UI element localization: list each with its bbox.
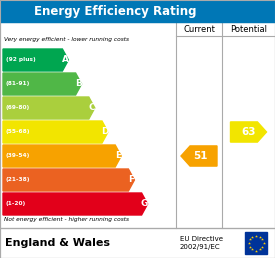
Polygon shape — [3, 97, 95, 119]
Text: 63: 63 — [241, 127, 256, 137]
Text: C: C — [89, 103, 95, 112]
Text: Not energy efficient - higher running costs: Not energy efficient - higher running co… — [4, 217, 129, 222]
Text: E: E — [115, 151, 121, 160]
Bar — [0, 228, 275, 258]
Bar — [0, 0, 275, 22]
Text: EU Directive
2002/91/EC: EU Directive 2002/91/EC — [180, 236, 223, 250]
Polygon shape — [3, 193, 148, 215]
Text: F: F — [128, 175, 134, 184]
Text: (55-68): (55-68) — [6, 130, 31, 134]
Text: B: B — [75, 79, 82, 88]
Polygon shape — [3, 121, 108, 143]
Text: D: D — [101, 127, 109, 136]
Text: (1-20): (1-20) — [6, 201, 26, 206]
Bar — [0, 22, 275, 228]
Text: (69-80): (69-80) — [6, 106, 30, 110]
Text: A: A — [62, 55, 69, 64]
Text: Current: Current — [183, 25, 215, 34]
Polygon shape — [3, 73, 82, 95]
Polygon shape — [230, 122, 266, 142]
Polygon shape — [3, 169, 134, 191]
Polygon shape — [3, 49, 68, 71]
Polygon shape — [3, 145, 121, 167]
Text: 51: 51 — [193, 151, 207, 161]
Bar — [245, 232, 267, 254]
Text: Potential: Potential — [230, 25, 267, 34]
Text: (92 plus): (92 plus) — [6, 58, 36, 62]
Text: (21-38): (21-38) — [6, 178, 31, 182]
Text: G: G — [141, 199, 148, 208]
Text: (81-91): (81-91) — [6, 82, 30, 86]
Text: England & Wales: England & Wales — [5, 238, 110, 248]
Text: (39-54): (39-54) — [6, 154, 30, 158]
Polygon shape — [181, 146, 217, 166]
Text: Very energy efficient - lower running costs: Very energy efficient - lower running co… — [4, 37, 129, 42]
Text: Energy Efficiency Rating: Energy Efficiency Rating — [34, 4, 197, 18]
